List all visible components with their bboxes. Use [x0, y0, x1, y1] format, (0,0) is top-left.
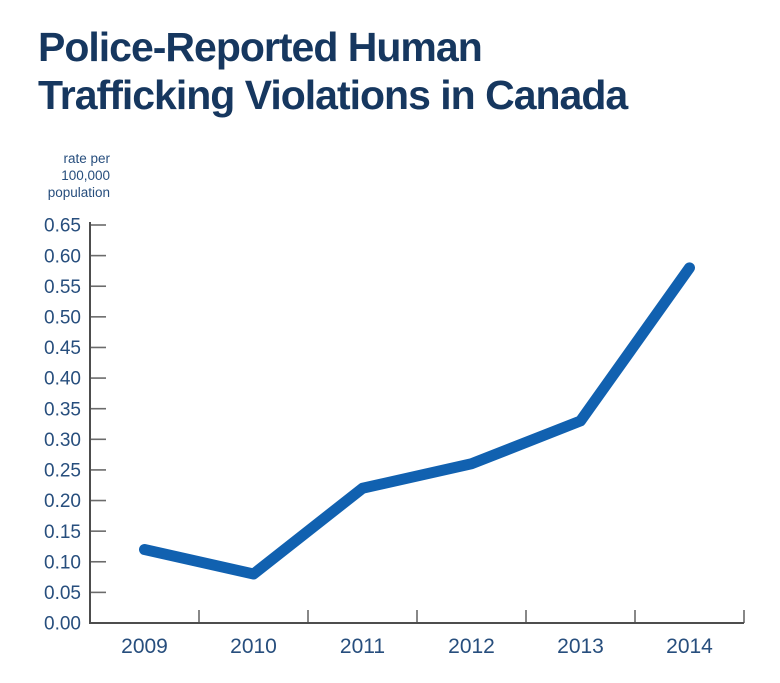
x-tick-label: 2009	[121, 635, 168, 658]
x-tick-label: 2014	[666, 635, 713, 658]
y-tick-label: 0.00	[44, 614, 81, 635]
x-tick-label: 2011	[340, 635, 385, 658]
chart-title: Police-Reported Human Trafficking Violat…	[38, 24, 628, 118]
y-tick-label: 0.50	[44, 307, 81, 328]
x-tick-label: 2010	[230, 635, 277, 658]
y-tick-label: 0.25	[44, 461, 81, 482]
x-tick-label: 2013	[557, 635, 604, 658]
x-tick-label: 2012	[448, 635, 495, 658]
y-tick-label: 0.10	[44, 552, 81, 573]
y-axis-unit-label: rate per 100,000 population	[47, 151, 110, 200]
y-tick-label: 0.35	[44, 399, 81, 420]
y-tick-label: 0.20	[44, 491, 81, 512]
y-tick-label: 0.65	[44, 216, 81, 237]
y-tick-label: 0.55	[44, 277, 81, 298]
y-tick-label: 0.40	[44, 369, 81, 390]
y-tick-label: 0.30	[44, 430, 81, 451]
y-tick-label: 0.05	[44, 583, 81, 604]
y-tick-label: 0.45	[44, 338, 81, 359]
y-tick-label: 0.15	[44, 522, 81, 543]
data-line-2009-2014	[139, 262, 695, 580]
y-tick-label: 0.60	[44, 246, 81, 267]
